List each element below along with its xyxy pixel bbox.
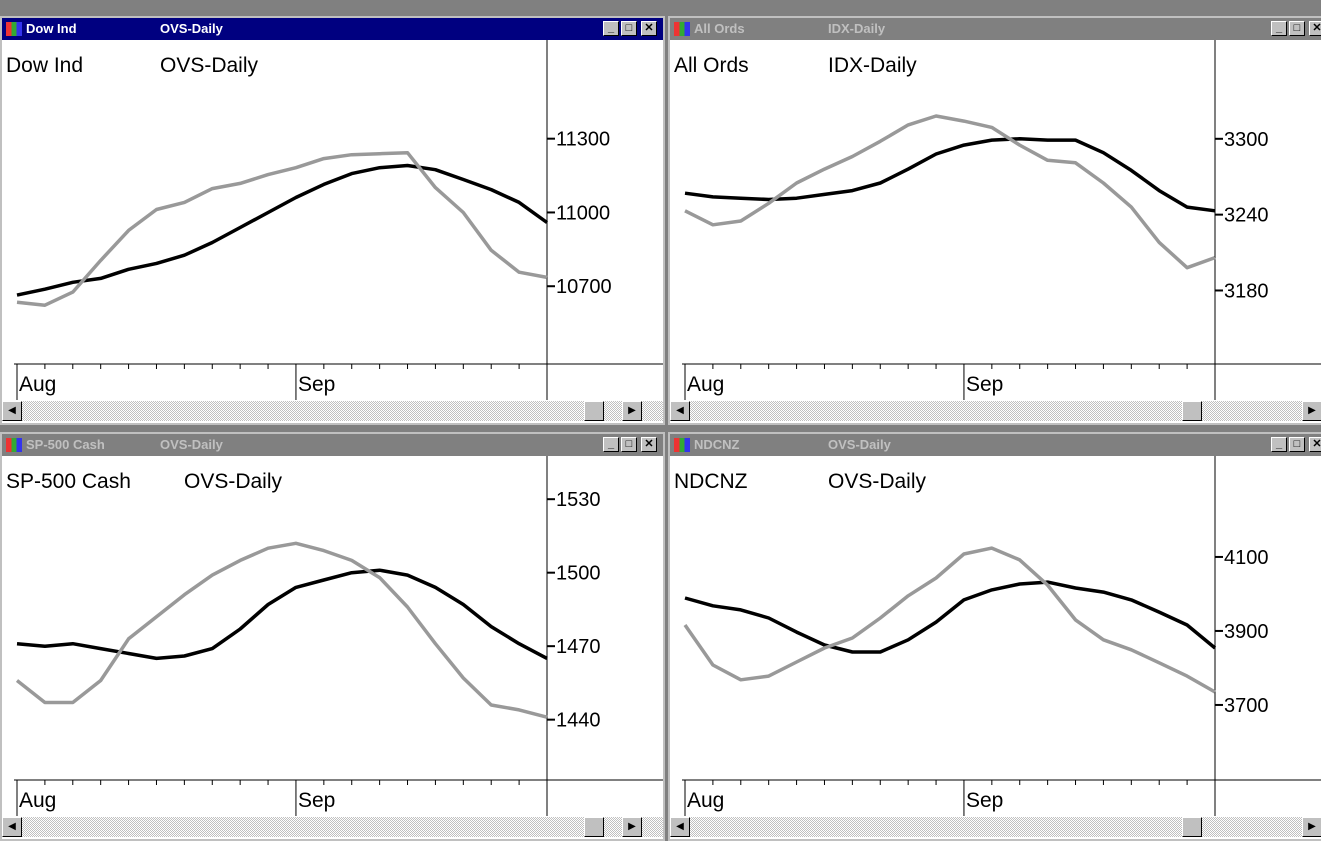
x-tick-label: Aug [19, 373, 56, 396]
chart-window: All Ords IDX-Daily _ □ ✕ All Ords IDX-Daily 318… [668, 16, 1321, 425]
price-line [684, 137, 1216, 213]
title-bar: NDCNZ OVS-Daily _ □ ✕ [670, 434, 1321, 456]
price-line [16, 150, 548, 307]
price-line [16, 568, 548, 661]
chart-title: Dow Ind [6, 54, 83, 77]
scroll-thumb[interactable] [1182, 401, 1202, 421]
price-line [684, 114, 1216, 270]
price-line [684, 580, 1217, 654]
scroll-right-button[interactable]: ▶ [1302, 401, 1321, 421]
close-button[interactable]: ✕ [1309, 437, 1321, 452]
x-tick-label: Sep [966, 373, 1003, 396]
scroll-left-button[interactable]: ◀ [2, 817, 22, 837]
scroll-right-button[interactable]: ▶ [622, 401, 642, 421]
x-tick-label: Aug [19, 789, 56, 812]
y-tick-label: 1440 [556, 710, 601, 732]
maximize-button[interactable]: □ [1289, 437, 1305, 452]
scroll-right-button[interactable]: ▶ [622, 817, 642, 837]
window-period: OVS-Daily [160, 21, 223, 36]
y-tick-label: 11000 [556, 202, 610, 224]
minimize-button[interactable]: _ [603, 437, 619, 452]
x-tick-label: Aug [687, 373, 724, 396]
x-tick-label: Aug [687, 789, 724, 812]
maximize-button[interactable]: □ [621, 21, 637, 36]
chart-subtitle: OVS-Daily [828, 470, 927, 493]
y-tick-label: 3900 [1224, 621, 1269, 643]
title-bar: All Ords IDX-Daily _ □ ✕ [670, 18, 1321, 40]
window-period: IDX-Daily [828, 21, 886, 36]
chart: NDCNZ OVS-Daily 3700 3900 4100 Aug Sep [674, 456, 1321, 816]
scrollbar: ◀ ▶ [2, 401, 663, 421]
y-tick-label: 10700 [556, 276, 612, 298]
chart-window: SP-500 Cash OVS-Daily _ □ ✕ SP-500 Cash OVS-Da… [0, 432, 665, 841]
window-icon [6, 22, 22, 36]
maximize-button[interactable]: □ [1289, 21, 1305, 36]
price-line [683, 546, 1216, 694]
maximize-button[interactable]: □ [621, 437, 637, 452]
chart-title: SP-500 Cash [6, 470, 131, 493]
x-tick-label: Sep [298, 373, 335, 396]
window-period: OVS-Daily [160, 437, 223, 452]
scrollbar: ◀ ▶ [2, 817, 663, 837]
scroll-left-button[interactable]: ◀ [670, 401, 690, 421]
scroll-thumb[interactable] [584, 401, 604, 421]
minimize-button[interactable]: _ [1271, 437, 1287, 452]
y-tick-label: 11300 [556, 129, 610, 151]
window-icon [674, 22, 690, 36]
price-line [16, 163, 549, 297]
minimize-button[interactable]: _ [1271, 21, 1287, 36]
scrollbar: ◀ ▶ [670, 401, 1321, 421]
window-title: All Ords [694, 21, 745, 36]
window-icon [674, 438, 690, 452]
y-tick-label: 3240 [1224, 205, 1269, 227]
chart: Dow Ind OVS-Daily 10700 11000 11300 Aug Sep [6, 40, 663, 400]
title-bar: Dow Ind OVS-Daily _ □ ✕ [2, 18, 663, 40]
window-title: NDCNZ [694, 437, 740, 452]
window-period: OVS-Daily [828, 437, 891, 452]
chart-window: Dow Ind OVS-Daily _ □ ✕ Dow Ind OVS-Daily 10700… [0, 16, 665, 425]
chart-title: All Ords [674, 54, 749, 77]
scroll-thumb[interactable] [584, 817, 604, 837]
window-title: Dow Ind [26, 21, 77, 36]
chart-subtitle: OVS-Daily [160, 54, 259, 77]
y-tick-label: 1470 [556, 636, 601, 658]
window-title: SP-500 Cash [26, 437, 105, 452]
x-tick-label: Sep [966, 789, 1003, 812]
close-button[interactable]: ✕ [641, 21, 657, 36]
scroll-left-button[interactable]: ◀ [670, 817, 690, 837]
x-tick-label: Sep [298, 789, 335, 812]
chart-subtitle: IDX-Daily [828, 54, 917, 77]
y-tick-label: 4100 [1224, 547, 1269, 569]
title-bar: SP-500 Cash OVS-Daily _ □ ✕ [2, 434, 663, 456]
y-tick-label: 1500 [556, 563, 601, 585]
y-tick-label: 1530 [556, 489, 601, 511]
minimize-button[interactable]: _ [603, 21, 619, 36]
chart-title: NDCNZ [674, 470, 748, 493]
chart: All Ords IDX-Daily 3180 3240 3300 Aug Sep [674, 40, 1321, 400]
scroll-left-button[interactable]: ◀ [2, 401, 22, 421]
scrollbar: ◀ ▶ [670, 817, 1321, 837]
close-button[interactable]: ✕ [1309, 21, 1321, 36]
scroll-thumb[interactable] [1182, 817, 1202, 837]
y-tick-label: 3180 [1224, 280, 1269, 302]
scroll-right-button[interactable]: ▶ [1302, 817, 1321, 837]
close-button[interactable]: ✕ [641, 437, 657, 452]
window-icon [6, 438, 22, 452]
chart-window: NDCNZ OVS-Daily _ □ ✕ NDCNZ OVS-Daily 3700 3900 4… [668, 432, 1321, 841]
y-tick-label: 3700 [1224, 695, 1269, 717]
chart: SP-500 Cash OVS-Daily 1440 1470 1500 1530 Aug S… [6, 456, 663, 816]
y-tick-label: 3300 [1224, 129, 1269, 151]
chart-subtitle: OVS-Daily [184, 470, 283, 493]
price-line [15, 541, 548, 719]
